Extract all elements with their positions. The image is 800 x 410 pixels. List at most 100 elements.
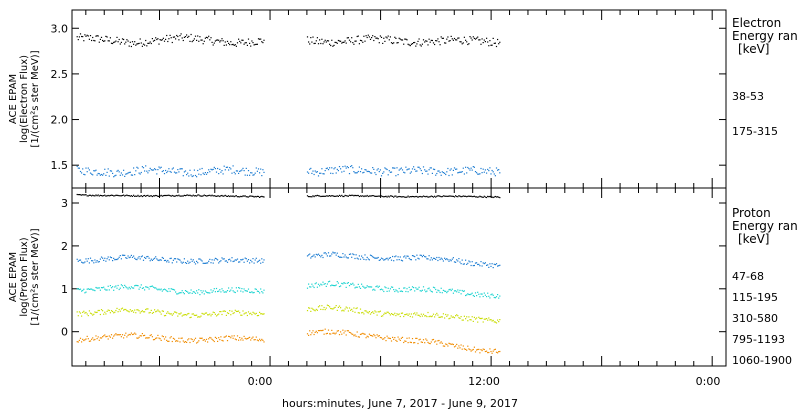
proton-point-310-580 — [327, 281, 330, 283]
electron-point-175-315 — [148, 170, 150, 172]
proton-point-795-1193 — [136, 309, 138, 311]
proton-point-795-1193 — [83, 310, 85, 312]
proton-point-795-1193 — [221, 313, 223, 316]
electron-point-38-53 — [78, 36, 80, 38]
electron-point-38-53 — [345, 42, 347, 44]
proton-point-115-195 — [177, 258, 179, 260]
proton-point-47-68 — [455, 195, 457, 197]
electron-point-38-53 — [125, 41, 127, 43]
proton-point-310-580 — [472, 294, 474, 297]
proton-point-47-68 — [363, 195, 365, 198]
proton-point-115-195 — [397, 256, 399, 258]
proton-point-115-195 — [390, 259, 393, 261]
proton-point-310-580 — [478, 293, 480, 295]
proton-point-310-580 — [135, 284, 137, 286]
electron-point-38-53 — [189, 40, 191, 42]
electron-point-38-53 — [203, 40, 205, 42]
proton-point-47-68 — [418, 196, 420, 198]
electron-point-175-315 — [380, 175, 383, 177]
proton-point-115-195 — [179, 259, 181, 261]
proton-point-795-1193 — [149, 311, 151, 314]
proton-point-1060-1900 — [260, 340, 262, 342]
proton-point-795-1193 — [128, 311, 130, 313]
electron-point-38-53 — [79, 33, 82, 35]
electron-point-175-315 — [221, 170, 223, 172]
proton-point-47-68 — [235, 195, 237, 197]
proton-point-1060-1900 — [238, 339, 240, 341]
proton-point-795-1193 — [183, 314, 185, 316]
proton-point-795-1193 — [92, 314, 94, 316]
proton-point-795-1193 — [337, 306, 339, 308]
electron-point-38-53 — [146, 45, 148, 47]
proton-point-47-68 — [487, 195, 489, 197]
electron-point-175-315 — [378, 171, 380, 173]
proton-point-47-68 — [263, 196, 265, 198]
proton-point-47-68 — [461, 195, 463, 198]
proton-point-795-1193 — [395, 315, 397, 317]
proton-point-115-195 — [351, 256, 353, 258]
electron-point-175-315 — [84, 174, 86, 176]
proton-point-795-1193 — [247, 311, 250, 313]
proton-point-795-1193 — [345, 306, 347, 308]
proton-point-795-1193 — [191, 313, 193, 315]
proton-point-1060-1900 — [377, 335, 379, 337]
proton-point-47-68 — [95, 194, 97, 196]
proton-point-795-1193 — [100, 309, 103, 311]
proton-point-795-1193 — [383, 313, 385, 315]
proton-point-47-68 — [229, 195, 231, 198]
electron-point-175-315 — [249, 174, 251, 176]
electron-ylabel-line3: [1/(cm²s ster MeV)] — [30, 50, 41, 147]
electron-point-175-315 — [182, 175, 184, 177]
proton-point-795-1193 — [372, 311, 374, 313]
proton-point-310-580 — [317, 283, 320, 285]
proton-point-115-195 — [470, 264, 472, 267]
proton-point-1060-1900 — [425, 338, 427, 340]
proton-point-1060-1900 — [81, 341, 83, 343]
proton-point-1060-1900 — [244, 337, 246, 339]
proton-point-115-195 — [140, 256, 142, 258]
proton-point-795-1193 — [410, 313, 412, 315]
proton-point-795-1193 — [150, 309, 152, 311]
proton-point-1060-1900 — [334, 333, 336, 335]
electron-point-38-53 — [462, 42, 464, 44]
proton-point-115-195 — [243, 261, 245, 263]
electron-point-38-53 — [416, 43, 418, 45]
proton-point-310-580 — [187, 291, 189, 293]
proton-point-1060-1900 — [456, 343, 458, 345]
proton-point-310-580 — [399, 290, 401, 292]
proton-point-115-195 — [321, 254, 323, 256]
proton-point-115-195 — [388, 257, 390, 259]
electron-point-38-53 — [168, 38, 170, 40]
proton-point-1060-1900 — [320, 329, 322, 332]
electron-point-38-53 — [306, 36, 309, 38]
proton-point-47-68 — [171, 194, 173, 197]
electron-point-38-53 — [492, 37, 494, 39]
proton-point-115-195 — [99, 258, 101, 260]
proton-point-1060-1900 — [146, 337, 148, 339]
proton-point-1060-1900 — [351, 333, 353, 335]
proton-point-795-1193 — [200, 315, 202, 317]
proton-point-795-1193 — [470, 319, 472, 321]
proton-point-1060-1900 — [309, 330, 311, 332]
proton-point-115-195 — [244, 257, 246, 259]
electron-point-175-315 — [99, 174, 101, 176]
proton-point-47-68 — [389, 195, 391, 197]
electron-point-38-53 — [118, 38, 120, 41]
electron-point-38-53 — [109, 37, 111, 39]
electron-point-38-53 — [82, 36, 84, 38]
proton-point-1060-1900 — [408, 337, 410, 339]
proton-point-310-580 — [448, 289, 450, 291]
proton-point-795-1193 — [393, 314, 395, 316]
electron-point-38-53 — [324, 39, 326, 41]
electron-point-38-53 — [169, 34, 171, 36]
proton-point-1060-1900 — [483, 348, 485, 351]
proton-point-1060-1900 — [144, 334, 146, 336]
proton-point-310-580 — [91, 288, 93, 290]
proton-point-795-1193 — [228, 312, 230, 315]
proton-point-47-68 — [471, 196, 473, 198]
electron-point-175-315 — [251, 172, 253, 174]
proton-point-47-68 — [189, 194, 191, 196]
proton-point-115-195 — [417, 257, 419, 259]
proton-point-115-195 — [255, 257, 257, 259]
proton-point-1060-1900 — [88, 340, 90, 342]
